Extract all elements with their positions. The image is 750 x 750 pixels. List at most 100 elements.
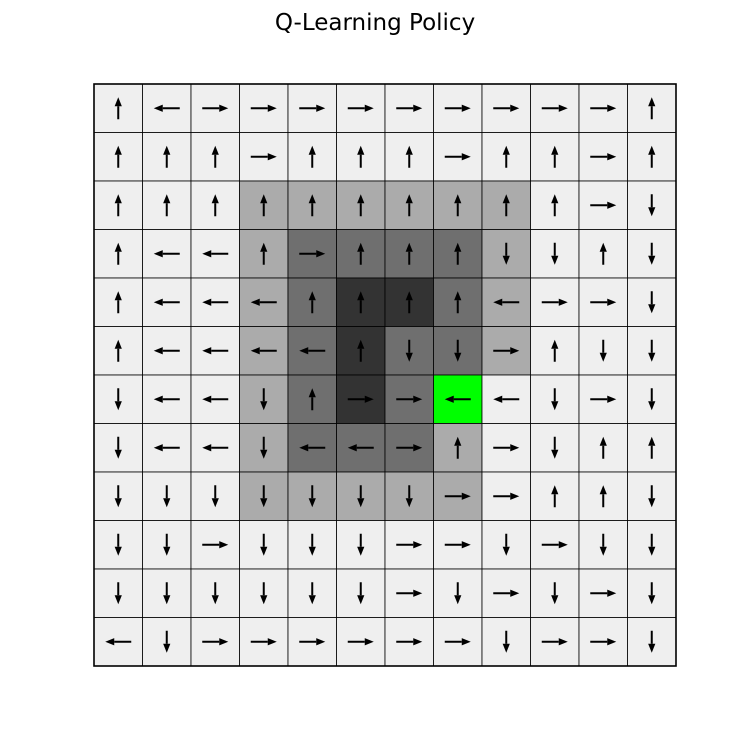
grid-cell: [433, 568, 483, 618]
policy-arrow-right: [250, 153, 277, 161]
policy-arrow-up: [357, 194, 365, 217]
policy-arrow-up: [454, 436, 462, 459]
policy-arrow-left: [153, 395, 180, 403]
policy-arrow-up: [308, 194, 316, 217]
policy-arrow-down: [163, 533, 171, 556]
policy-arrow-up: [211, 145, 219, 168]
policy-arrow-up: [551, 145, 559, 168]
grid-cell: [239, 277, 289, 327]
policy-arrow-down: [551, 582, 559, 605]
policy-arrow-up: [114, 291, 122, 314]
policy-arrow-left: [299, 347, 326, 355]
policy-arrow-right: [347, 638, 374, 646]
policy-arrow-right: [444, 153, 471, 161]
policy-arrow-down: [648, 388, 656, 411]
policy-arrow-down: [114, 533, 122, 556]
policy-arrow-right: [590, 153, 617, 161]
policy-arrow-up: [163, 145, 171, 168]
policy-arrow-down: [260, 485, 268, 508]
policy-arrow-down: [648, 630, 656, 653]
policy-arrow-down: [551, 242, 559, 265]
policy-arrow-down: [308, 533, 316, 556]
policy-arrow-down: [454, 339, 462, 362]
policy-arrow-left: [202, 395, 229, 403]
policy-arrow-right: [299, 104, 326, 112]
policy-arrow-left: [105, 638, 132, 646]
policy-arrow-down: [308, 485, 316, 508]
policy-arrow-down: [551, 436, 559, 459]
policy-arrow-left: [153, 104, 180, 112]
policy-arrow-down: [163, 582, 171, 605]
policy-arrow-up: [502, 145, 510, 168]
policy-arrow-up: [405, 291, 413, 314]
policy-arrow-down: [648, 194, 656, 217]
policy-arrow-up: [405, 145, 413, 168]
policy-arrow-down: [357, 485, 365, 508]
policy-arrow-up: [114, 194, 122, 217]
policy-arrow-right: [299, 250, 326, 258]
policy-arrow-down: [405, 485, 413, 508]
policy-arrow-up: [114, 339, 122, 362]
policy-arrow-up: [357, 291, 365, 314]
policy-arrow-right: [250, 638, 277, 646]
policy-arrow-down: [308, 582, 316, 605]
policy-arrow-right: [493, 104, 520, 112]
policy-arrow-up: [260, 242, 268, 265]
policy-arrow-down: [454, 582, 462, 605]
policy-arrow-up: [163, 194, 171, 217]
policy-arrow-up: [211, 194, 219, 217]
policy-arrow-down: [114, 485, 122, 508]
policy-arrow-left: [250, 298, 277, 306]
policy-arrow-down: [260, 533, 268, 556]
policy-arrow-down: [357, 582, 365, 605]
policy-arrow-up: [599, 485, 607, 508]
policy-arrow-right: [590, 589, 617, 597]
policy-arrow-up: [599, 242, 607, 265]
policy-arrow-down: [648, 339, 656, 362]
policy-arrow-up: [357, 242, 365, 265]
policy-arrow-left: [153, 250, 180, 258]
policy-arrow-left: [202, 444, 229, 452]
policy-arrow-down: [502, 242, 510, 265]
policy-arrow-right: [347, 395, 374, 403]
policy-arrow-up: [357, 145, 365, 168]
policy-arrow-up: [648, 97, 656, 120]
policy-arrow-up: [405, 194, 413, 217]
policy-arrow-down: [114, 388, 122, 411]
policy-arrow-down: [599, 533, 607, 556]
chart-title: Q-Learning Policy: [274, 10, 476, 36]
policy-arrow-right: [493, 589, 520, 597]
policy-arrow-right: [444, 638, 471, 646]
policy-arrow-right: [396, 104, 423, 112]
policy-arrow-left: [444, 395, 471, 403]
policy-arrow-up: [114, 145, 122, 168]
policy-arrow-up: [308, 145, 316, 168]
policy-arrow-right: [590, 104, 617, 112]
policy-arrow-down: [599, 339, 607, 362]
policy-arrow-right: [541, 104, 568, 112]
policy-arrow-left: [347, 444, 374, 452]
policy-arrow-right: [202, 541, 229, 549]
policy-arrow-right: [250, 104, 277, 112]
policy-arrow-right: [202, 638, 229, 646]
policy-arrow-right: [444, 104, 471, 112]
policy-arrow-left: [202, 347, 229, 355]
arrows-layer: [105, 97, 656, 653]
policy-arrow-up: [114, 97, 122, 120]
policy-arrow-right: [493, 347, 520, 355]
policy-arrow-right: [493, 492, 520, 500]
policy-arrow-down: [357, 533, 365, 556]
policy-arrow-down: [502, 630, 510, 653]
policy-arrow-right: [347, 104, 374, 112]
policy-arrow-down: [260, 582, 268, 605]
policy-arrow-left: [153, 444, 180, 452]
policy-arrow-left: [153, 298, 180, 306]
policy-arrow-up: [648, 436, 656, 459]
policy-arrow-right: [299, 638, 326, 646]
policy-arrow-down: [405, 339, 413, 362]
policy-arrow-right: [541, 541, 568, 549]
policy-arrow-up: [648, 145, 656, 168]
policy-arrow-down: [648, 242, 656, 265]
policy-arrow-right: [396, 395, 423, 403]
policy-arrow-left: [202, 250, 229, 258]
